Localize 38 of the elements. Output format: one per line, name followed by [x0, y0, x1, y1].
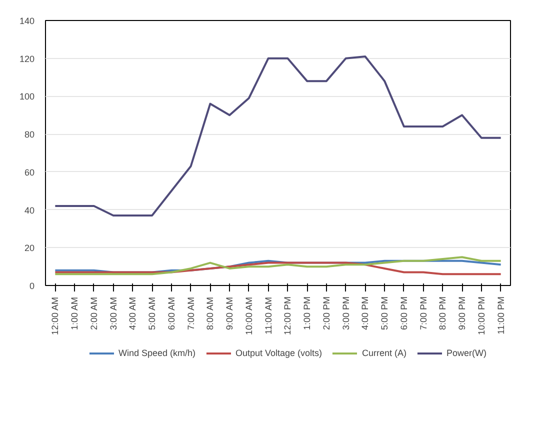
- legend-label: Wind Speed (km/h): [118, 348, 196, 358]
- x-tick-label: 9:00 AM: [224, 296, 235, 330]
- x-tick-label: 10:00 PM: [476, 296, 486, 336]
- x-tick-label: 7:00 PM: [418, 296, 428, 330]
- line-series: [54, 55, 502, 216]
- x-tick-label: 5:00 PM: [380, 296, 390, 330]
- x-tick-label: 2:00 AM: [88, 296, 99, 330]
- y-tick-label: 0: [29, 281, 35, 291]
- x-tick-label: 10:00 AM: [244, 296, 254, 336]
- x-tick-label: 8:00 PM: [438, 296, 448, 330]
- x-tick-label: 12:00 AM: [50, 296, 60, 336]
- y-tick-label: 60: [24, 167, 35, 178]
- x-tick-label: 5:00 AM: [147, 296, 158, 330]
- x-tick-label: 7:00 AM: [186, 296, 196, 330]
- line-series: [54, 256, 502, 276]
- x-tick-label: 9:00 PM: [457, 296, 468, 330]
- y-tick-label: 120: [19, 54, 35, 64]
- y-tick-label: 100: [19, 92, 35, 102]
- x-tick-label: 8:00 AM: [205, 296, 216, 330]
- legend-label: Current (A): [362, 348, 407, 358]
- x-tick-label: 3:00 AM: [108, 296, 118, 330]
- x-tick-label: 12:00 PM: [282, 296, 293, 336]
- x-tick-label: 1:00 PM: [302, 296, 312, 330]
- y-tick-label: 40: [24, 205, 35, 216]
- x-tick-label: 6:00 AM: [166, 296, 176, 330]
- x-tick-label: 11:00 PM: [496, 296, 506, 334]
- x-tick-label: 6:00 PM: [398, 296, 409, 330]
- x-tick-label: 1:00 AM: [70, 296, 80, 330]
- y-tick-label: 140: [19, 16, 35, 26]
- y-tick-label: 20: [24, 243, 35, 254]
- x-tick-label: 4:00 AM: [128, 296, 138, 330]
- legend-label: Output Voltage (volts): [235, 348, 322, 358]
- x-tick-label: 2:00 PM: [321, 296, 332, 330]
- x-tick-label: 11:00 AM: [263, 296, 274, 334]
- x-tick-label: 3:00 PM: [340, 296, 351, 330]
- y-tick-label: 80: [24, 130, 35, 140]
- legend-label: Power(W): [446, 348, 487, 358]
- x-tick-label: 4:00 PM: [360, 296, 370, 330]
